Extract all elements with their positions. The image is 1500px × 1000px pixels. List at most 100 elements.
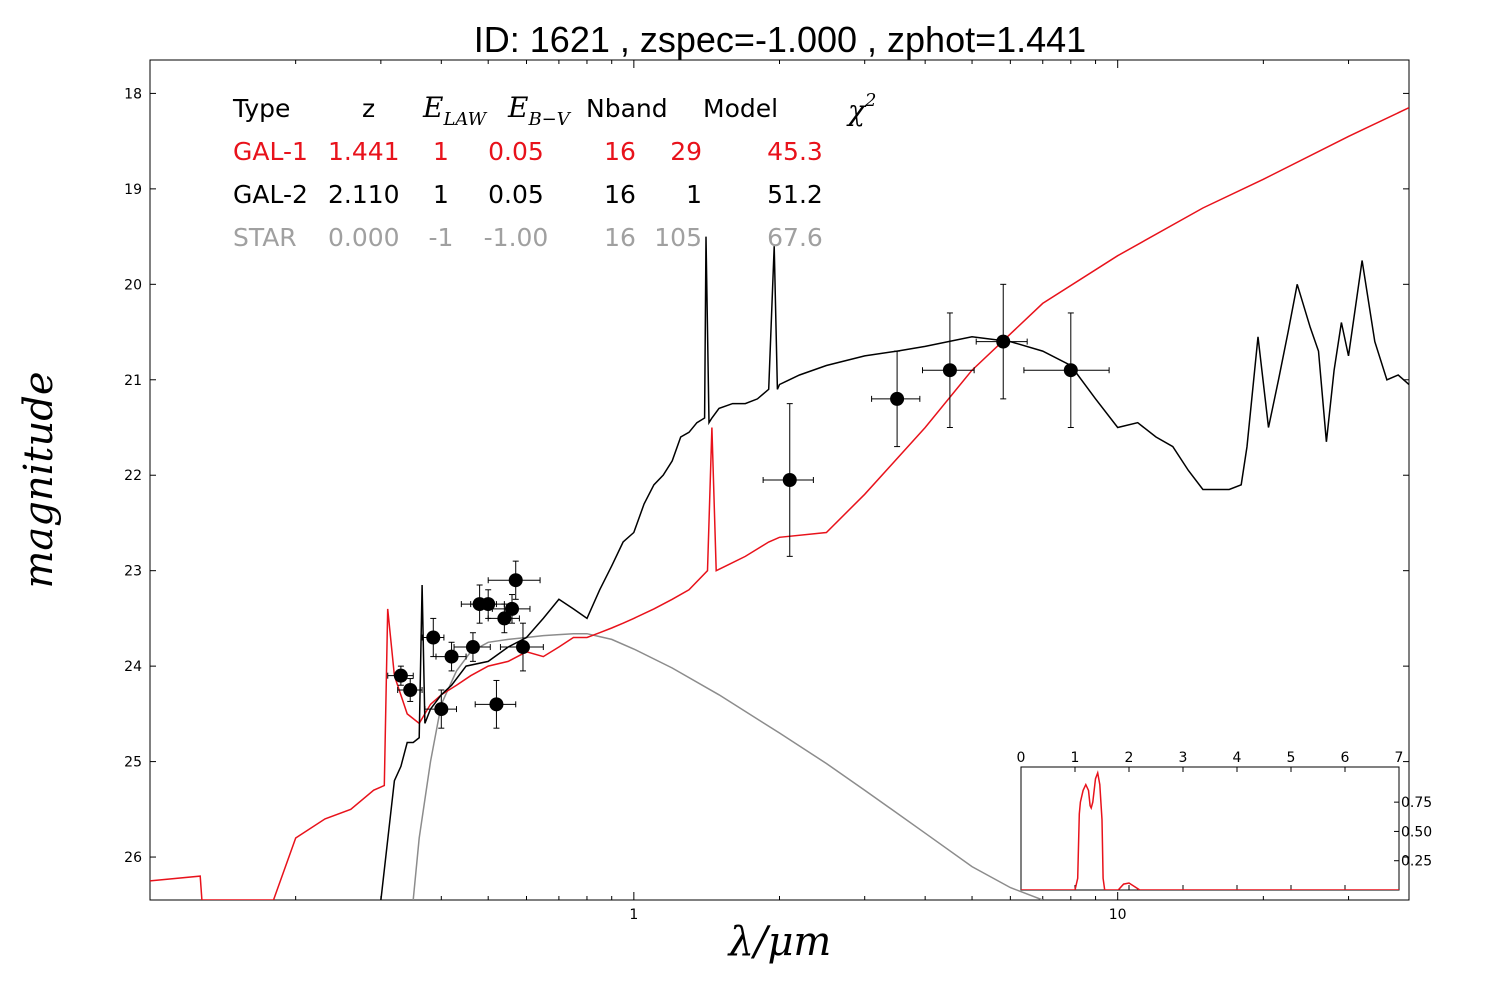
data-point xyxy=(474,679,517,729)
data-point xyxy=(424,689,458,729)
table-row: GAL-2 2.110 1 0.05 16 1 51.2 xyxy=(233,180,823,209)
inset-y-tick-label: 0.50 xyxy=(1401,824,1432,840)
y-tick-label: 20 xyxy=(124,277,142,293)
inset-series-layer xyxy=(1021,770,1399,890)
data-point xyxy=(499,622,544,672)
point-marker xyxy=(515,640,530,655)
cell-type: GAL-1 xyxy=(233,137,308,166)
data-point xyxy=(975,283,1028,400)
cell-nband: 16 xyxy=(604,180,636,209)
cell-model: 1 xyxy=(686,180,702,209)
cell-z: 1.441 xyxy=(328,137,400,166)
y-tick-label: 23 xyxy=(124,564,142,580)
inset-y-tick-label: 0.25 xyxy=(1401,854,1432,870)
cell-model: 29 xyxy=(670,137,702,166)
point-marker xyxy=(426,630,441,645)
series-layer xyxy=(150,107,1409,900)
point-marker xyxy=(1063,363,1078,378)
cell-z: 2.110 xyxy=(328,180,400,209)
cell-type: STAR xyxy=(233,223,297,252)
point-marker xyxy=(996,334,1011,349)
cell-ebv: 0.05 xyxy=(488,137,544,166)
cell-model: 105 xyxy=(654,223,702,252)
y-tick-label: 19 xyxy=(124,182,142,198)
table-row: STAR 0.000 -1 -1.00 16 105 67.6 xyxy=(233,223,823,252)
table-header: Type z ELAW EB−V Nband Model χ2 xyxy=(232,90,876,130)
inset-x-tick-label: 0 xyxy=(1017,750,1026,766)
x-tick-label: 10 xyxy=(1109,907,1127,923)
table-row: GAL-1 1.441 1 0.05 16 29 45.3 xyxy=(233,137,823,166)
point-marker xyxy=(444,649,459,664)
y-axis-label: magnitude xyxy=(16,371,62,588)
point-marker xyxy=(782,473,797,487)
data-point xyxy=(421,617,445,658)
data-point xyxy=(470,589,505,619)
point-marker xyxy=(505,601,520,616)
inset-x-tick-label: 7 xyxy=(1395,750,1404,766)
x-tick-label: 1 xyxy=(629,907,638,923)
cell-chi2: 45.3 xyxy=(767,137,823,166)
cell-nband: 16 xyxy=(604,137,636,166)
header-chi2: χ2 xyxy=(846,90,876,127)
data-point xyxy=(487,560,541,600)
inset-x-tick-label: 2 xyxy=(1125,750,1134,766)
cell-type: GAL-2 xyxy=(233,180,308,209)
photometry-points xyxy=(387,283,1110,729)
header-elaw: ELAW xyxy=(422,91,488,130)
cell-elaw: 1 xyxy=(433,180,449,209)
data-point xyxy=(922,312,975,428)
header-type: Type xyxy=(232,94,290,123)
data-point xyxy=(387,665,414,686)
cell-ebv: 0.05 xyxy=(488,180,544,209)
fit-table: Type z ELAW EB−V Nband Model χ2 GAL-1 1.4… xyxy=(232,90,876,252)
point-marker xyxy=(393,668,408,683)
point-marker xyxy=(465,640,480,655)
inset-axes: 0 1 2 3 4 5 6 7 0.25 0.50 0.75 xyxy=(1017,750,1432,890)
header-model: Model xyxy=(703,94,778,123)
y-tick-label: 26 xyxy=(124,850,142,866)
point-marker xyxy=(497,611,512,626)
y-tick-label: 24 xyxy=(124,659,142,675)
point-marker xyxy=(890,391,905,406)
data-point xyxy=(397,678,423,702)
cell-chi2: 51.2 xyxy=(767,180,823,209)
y-tick-label: 22 xyxy=(124,468,142,484)
data-point xyxy=(1023,312,1110,428)
y-tick-label: 18 xyxy=(124,86,142,102)
header-nband: Nband xyxy=(586,94,668,123)
inset-x-tick-label: 1 xyxy=(1071,750,1080,766)
cell-nband: 16 xyxy=(604,223,636,252)
point-marker xyxy=(489,697,504,712)
data-point xyxy=(435,641,467,672)
point-marker xyxy=(942,363,957,378)
header-ebv: EB−V xyxy=(507,91,572,130)
series-gal-1 xyxy=(150,107,1409,900)
point-marker xyxy=(434,702,449,717)
point-marker xyxy=(508,573,523,588)
y-tick-label: 21 xyxy=(124,373,142,389)
cell-ebv: -1.00 xyxy=(484,223,549,252)
point-marker xyxy=(403,683,418,697)
chart-title: ID: 1621 , zspec=-1.000 , zphot=1.441 xyxy=(474,19,1086,60)
data-point xyxy=(762,403,814,557)
inset-series-gal-1 xyxy=(1021,770,1399,890)
cell-elaw: -1 xyxy=(429,223,454,252)
data-point xyxy=(871,350,921,448)
cell-chi2: 67.6 xyxy=(767,223,823,252)
x-axis-label: λ/μm xyxy=(727,919,832,965)
cell-elaw: 1 xyxy=(433,137,449,166)
header-z: z xyxy=(362,94,375,123)
inset-x-tick-label: 3 xyxy=(1179,750,1188,766)
data-point xyxy=(487,603,520,634)
y-tick-label: 25 xyxy=(124,755,142,771)
data-point xyxy=(453,632,491,662)
data-point xyxy=(491,594,531,624)
inset-x-tick-label: 6 xyxy=(1341,750,1350,766)
series-star xyxy=(412,632,1043,900)
inset-x-tick-label: 4 xyxy=(1233,750,1242,766)
series-gal-2 xyxy=(380,236,1409,900)
point-marker xyxy=(481,597,496,612)
